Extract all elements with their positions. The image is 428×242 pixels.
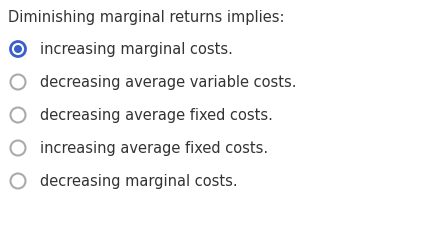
- Circle shape: [11, 75, 26, 90]
- Text: increasing marginal costs.: increasing marginal costs.: [40, 42, 233, 57]
- Text: decreasing marginal costs.: decreasing marginal costs.: [40, 174, 238, 189]
- Text: decreasing average fixed costs.: decreasing average fixed costs.: [40, 108, 273, 123]
- Circle shape: [14, 45, 22, 53]
- Circle shape: [11, 41, 26, 56]
- Circle shape: [11, 141, 26, 156]
- Circle shape: [11, 107, 26, 122]
- Text: increasing average fixed costs.: increasing average fixed costs.: [40, 141, 268, 156]
- Text: Diminishing marginal returns implies:: Diminishing marginal returns implies:: [8, 10, 285, 25]
- Circle shape: [11, 174, 26, 189]
- Text: decreasing average variable costs.: decreasing average variable costs.: [40, 75, 297, 90]
